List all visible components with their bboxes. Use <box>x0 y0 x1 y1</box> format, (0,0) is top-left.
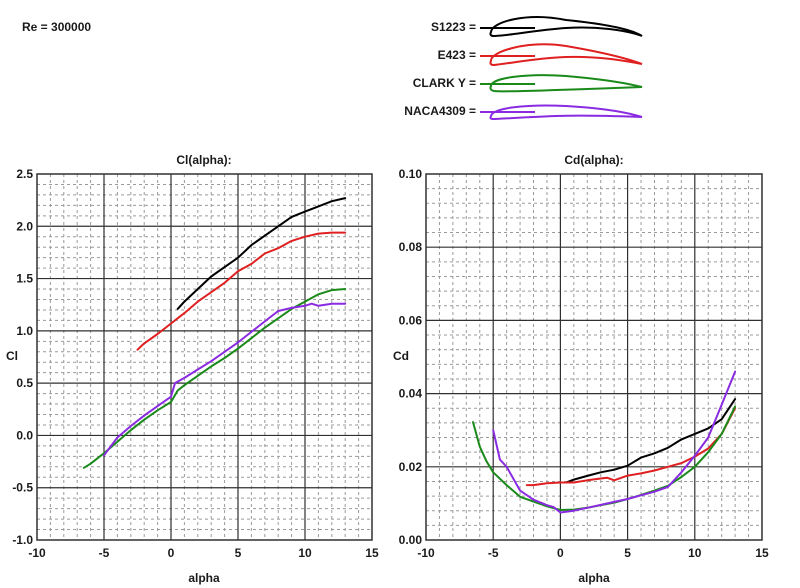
legend-label: CLARK Y = <box>412 76 476 90</box>
legend: S1223 = E423 = CLARK Y = NACA4309 = <box>330 8 650 128</box>
y-tick-label: 2.0 <box>16 219 33 233</box>
airfoil-e423-icon <box>489 43 643 67</box>
x-tick-label: -10 <box>28 546 46 560</box>
chart-title: Cl(alpha): <box>176 153 231 167</box>
y-tick-label: 1.5 <box>16 272 33 286</box>
y-tick-label: 0.00 <box>399 533 423 547</box>
y-axis-label: Cl <box>6 349 18 363</box>
x-axis-label: alpha <box>578 571 610 585</box>
series-line-e423 <box>136 231 347 351</box>
airfoil-clarky-icon <box>489 74 643 93</box>
legend-label: E423 = <box>437 48 476 62</box>
y-tick-label: -0.5 <box>12 481 33 495</box>
x-axis-label: alpha <box>188 571 220 585</box>
y-tick-label: 0.04 <box>399 387 423 401</box>
series-line-s1223 <box>566 398 737 484</box>
y-tick-label: 0.08 <box>399 240 423 254</box>
cd-alpha-chart: -10 -5 0 5 10 15 0.00 0.02 0.04 0.06 0.08 0.10 Cd(al… <box>393 153 769 585</box>
series-line-naca4309 <box>103 302 347 457</box>
legend-swatch <box>480 27 535 29</box>
legend-item-s1223: S1223 = <box>330 14 650 40</box>
series-line-e423 <box>525 407 737 487</box>
legend-swatch <box>480 55 535 57</box>
plot-area <box>37 174 372 540</box>
y-tick-label: 0.10 <box>399 167 423 181</box>
plot-frame <box>425 173 763 541</box>
minor-grid <box>37 174 372 540</box>
reynolds-number-label: Re = 300000 <box>22 20 92 34</box>
y-tick-label: 1.0 <box>16 324 33 338</box>
legend-swatch <box>480 83 535 85</box>
legend-item-clarky: CLARK Y = <box>330 70 650 96</box>
y-tick-label: 2.5 <box>16 167 33 181</box>
y-tick-label: -1.0 <box>12 533 33 547</box>
x-tick-label: 10 <box>298 546 312 560</box>
major-grid <box>37 174 372 540</box>
series-line-naca4309 <box>492 370 737 514</box>
airfoil-naca4309-icon <box>489 104 643 121</box>
legend-item-naca4309: NACA4309 = <box>330 98 650 124</box>
y-axis-label: Cd <box>393 349 409 363</box>
x-tick-label: 0 <box>168 546 175 560</box>
y-tick-label: 0.02 <box>399 460 423 474</box>
legend-item-e423: E423 = <box>330 42 650 68</box>
x-tick-label: -5 <box>488 546 499 560</box>
legend-swatch <box>480 111 535 113</box>
x-tick-label: 0 <box>557 546 564 560</box>
x-tick-label: 10 <box>688 546 702 560</box>
y-tick-label: 0.06 <box>399 313 423 327</box>
plot-area <box>426 174 762 540</box>
y-tick-label: 0.5 <box>16 376 33 390</box>
plot-frame <box>36 173 373 541</box>
cl-alpha-chart: -10 -5 0 5 10 15 -1.0 -0.5 0.0 0.5 1.0 1.5 2.0 2.5 Cl(… <box>6 153 379 585</box>
x-tick-label: 15 <box>365 546 379 560</box>
legend-label: NACA4309 = <box>404 104 476 118</box>
x-tick-label: 5 <box>624 546 631 560</box>
series-line-s1223 <box>176 197 347 310</box>
x-tick-label: 5 <box>235 546 242 560</box>
y-tick-label: 0.0 <box>16 428 33 442</box>
airfoil-s1223-icon <box>489 16 643 38</box>
x-tick-label: 15 <box>755 546 769 560</box>
x-tick-label: -10 <box>417 546 435 560</box>
legend-label: S1223 = <box>430 20 476 34</box>
x-tick-label: -5 <box>99 546 110 560</box>
series-line-clarky <box>82 288 347 469</box>
minor-grid <box>426 174 762 540</box>
chart-title: Cd(alpha): <box>564 153 623 167</box>
major-grid <box>426 174 762 540</box>
